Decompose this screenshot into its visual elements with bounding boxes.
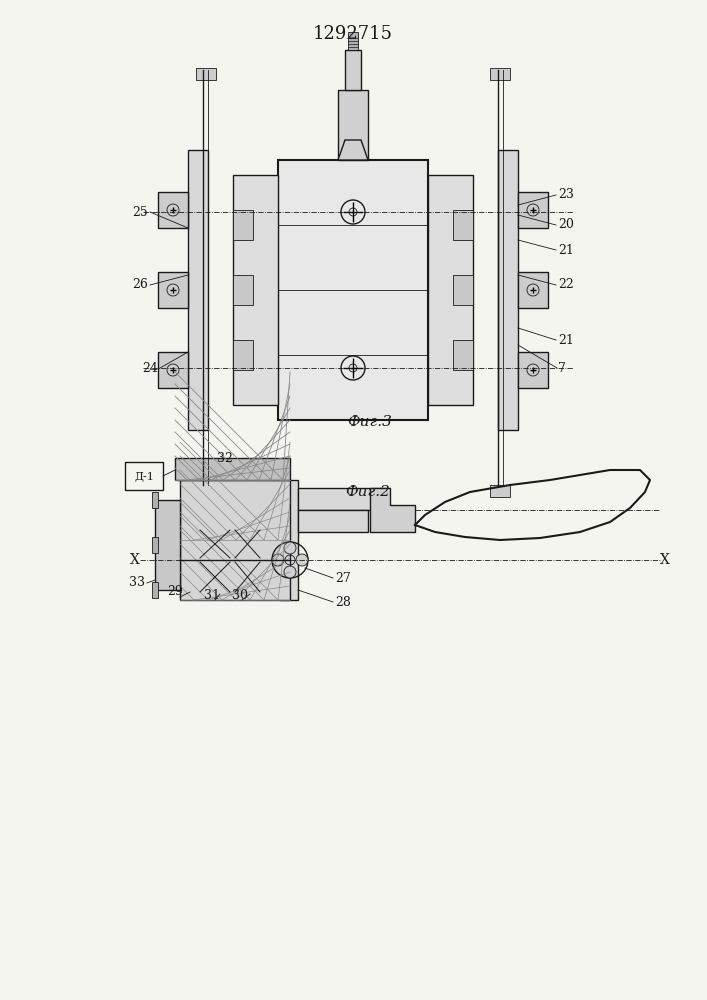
Circle shape [272, 554, 284, 566]
Bar [233, 210, 253, 240]
Bar [498, 150, 518, 430]
Bar [196, 485, 216, 497]
Bar [125, 462, 163, 490]
Text: 1292715: 1292715 [313, 25, 393, 43]
Bar [152, 537, 158, 553]
Text: 21: 21 [558, 243, 574, 256]
Bar [298, 510, 368, 532]
Bar [175, 458, 290, 480]
Text: 25: 25 [132, 206, 148, 219]
Bar [338, 90, 368, 160]
Bar [453, 210, 473, 240]
Text: 33: 33 [129, 576, 145, 589]
Circle shape [284, 566, 296, 578]
Bar [155, 500, 180, 590]
Bar [188, 150, 208, 430]
Bar [233, 340, 253, 370]
Text: X: X [130, 553, 140, 567]
Text: 30: 30 [232, 589, 248, 602]
Text: 32: 32 [217, 452, 233, 465]
Bar [345, 50, 361, 90]
Bar [298, 488, 388, 510]
Bar [152, 582, 158, 598]
Polygon shape [338, 140, 368, 160]
Bar [180, 480, 290, 600]
Text: 29: 29 [167, 585, 183, 598]
Polygon shape [370, 488, 415, 532]
Text: Фиг.3: Фиг.3 [348, 415, 392, 429]
Bar [518, 272, 548, 308]
Bar [490, 68, 510, 80]
Bar [280, 480, 298, 600]
Bar [158, 272, 188, 308]
Bar [490, 485, 510, 497]
Text: 20: 20 [558, 219, 574, 232]
Text: Д-1: Д-1 [134, 471, 154, 481]
Text: 7: 7 [558, 361, 566, 374]
Bar [428, 175, 473, 405]
Text: Фиг.2: Фиг.2 [346, 485, 390, 499]
Bar [278, 160, 428, 420]
Text: 23: 23 [558, 188, 574, 202]
Bar [518, 192, 548, 228]
Bar [348, 32, 358, 50]
Text: 31: 31 [204, 589, 220, 602]
Bar [518, 352, 548, 388]
Bar [158, 352, 188, 388]
Bar [196, 68, 216, 80]
Bar [453, 275, 473, 305]
Circle shape [284, 542, 296, 554]
Text: X: X [660, 553, 670, 567]
Bar [158, 192, 188, 228]
Text: 28: 28 [335, 595, 351, 608]
Text: 26: 26 [132, 278, 148, 292]
Text: 24: 24 [142, 361, 158, 374]
Bar [453, 340, 473, 370]
Circle shape [296, 554, 308, 566]
Text: 27: 27 [335, 572, 351, 584]
Text: 21: 21 [558, 334, 574, 347]
Bar [233, 175, 278, 405]
Bar [233, 275, 253, 305]
Bar [152, 492, 158, 508]
Text: 22: 22 [558, 278, 574, 292]
Bar [270, 523, 282, 545]
